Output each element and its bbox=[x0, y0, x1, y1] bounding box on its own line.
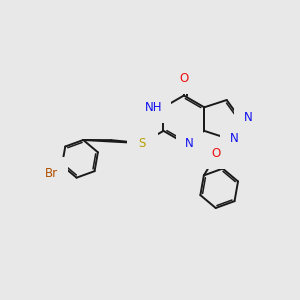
Text: N: N bbox=[185, 137, 194, 150]
Text: N: N bbox=[244, 111, 252, 124]
Text: O: O bbox=[212, 147, 221, 160]
Text: N: N bbox=[230, 132, 238, 145]
Text: Br: Br bbox=[45, 167, 58, 180]
Text: S: S bbox=[139, 137, 146, 150]
Text: NH: NH bbox=[145, 101, 162, 114]
Text: O: O bbox=[179, 72, 188, 85]
